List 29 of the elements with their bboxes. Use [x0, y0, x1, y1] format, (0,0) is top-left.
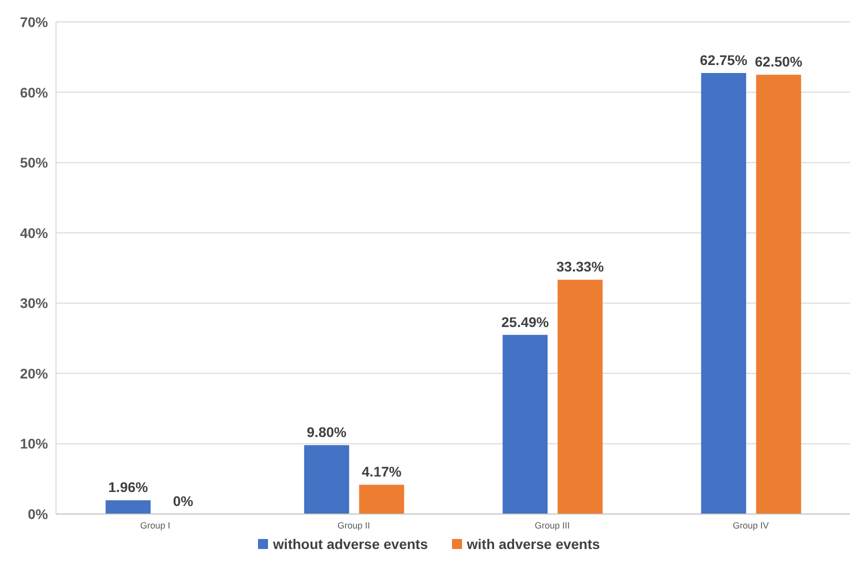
bar [106, 500, 151, 514]
y-tick-label: 0% [28, 506, 49, 522]
data-label: 0% [173, 492, 194, 509]
y-tick-label: 70% [20, 14, 49, 30]
y-tick-label: 30% [20, 295, 49, 312]
x-tick-label: Group II [337, 520, 370, 530]
data-label: 62.50% [754, 54, 803, 70]
bar [502, 334, 548, 514]
x-tick-label: Group IV [732, 520, 769, 530]
bar [558, 280, 603, 514]
y-tick-label: 40% [20, 224, 49, 241]
x-tick-label: Group III [534, 520, 570, 530]
data-label: 25.49% [501, 314, 550, 330]
y-tick-label: 60% [20, 84, 49, 100]
data-label: 9.80% [306, 424, 348, 440]
y-tick-label: 50% [20, 154, 49, 171]
bar [304, 445, 350, 514]
bar [756, 74, 802, 514]
data-label: 4.17% [362, 464, 402, 480]
data-label: 33.33% [556, 258, 604, 275]
legend-label: without adverse events [272, 536, 428, 552]
y-tick-label: 10% [20, 436, 49, 452]
data-label: 62.75% [700, 52, 748, 68]
bar [701, 72, 746, 514]
bar [359, 484, 404, 514]
y-tick-label: 20% [20, 365, 49, 382]
legend-label: with adverse events [466, 536, 600, 552]
data-label: 1.96% [108, 479, 149, 496]
x-tick-label: Group I [140, 520, 170, 530]
